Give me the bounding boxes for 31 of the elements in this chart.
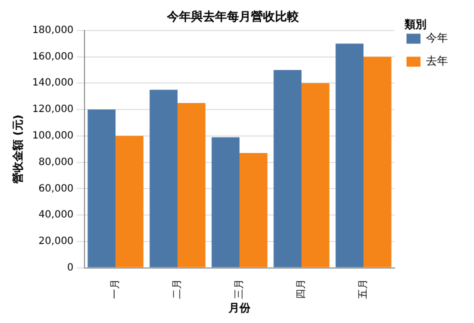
bar xyxy=(364,56,392,268)
chart-title: 今年與去年每月營收比較 xyxy=(166,9,300,24)
y-tick-label: 40,000 xyxy=(38,210,74,221)
y-tick-label: 100,000 xyxy=(32,130,74,142)
y-tick-label: 160,000 xyxy=(32,51,74,62)
bar xyxy=(274,70,302,268)
bar xyxy=(178,102,206,268)
y-tick-label: 140,000 xyxy=(32,78,74,89)
bar xyxy=(150,90,178,268)
bar xyxy=(302,83,330,268)
y-tick-label: 80,000 xyxy=(38,156,74,168)
y-tick-label: 20,000 xyxy=(38,236,74,248)
x-tick-label: 五月 xyxy=(358,278,370,299)
bar xyxy=(116,136,144,268)
x-tick-label: 四月 xyxy=(296,278,308,299)
y-tick-label: 60,000 xyxy=(38,183,74,194)
x-tick-label: 二月 xyxy=(172,278,184,299)
legend-title: 類別 xyxy=(404,18,426,31)
x-axis-title: 月份 xyxy=(228,301,252,314)
bar xyxy=(336,44,364,268)
y-axis-title: 營收金額 (元) xyxy=(11,114,24,184)
y-tick-label: 120,000 xyxy=(32,104,74,116)
legend-label: 今年 xyxy=(426,32,448,45)
bar xyxy=(212,137,240,268)
bar xyxy=(88,110,116,268)
x-tick-label: 一月 xyxy=(110,278,122,299)
bar xyxy=(240,153,268,268)
legend-label: 去年 xyxy=(426,54,448,68)
y-tick-label: 180,000 xyxy=(32,24,74,36)
y-tick-label: 0 xyxy=(67,262,74,274)
x-tick-label: 三月 xyxy=(234,278,246,299)
